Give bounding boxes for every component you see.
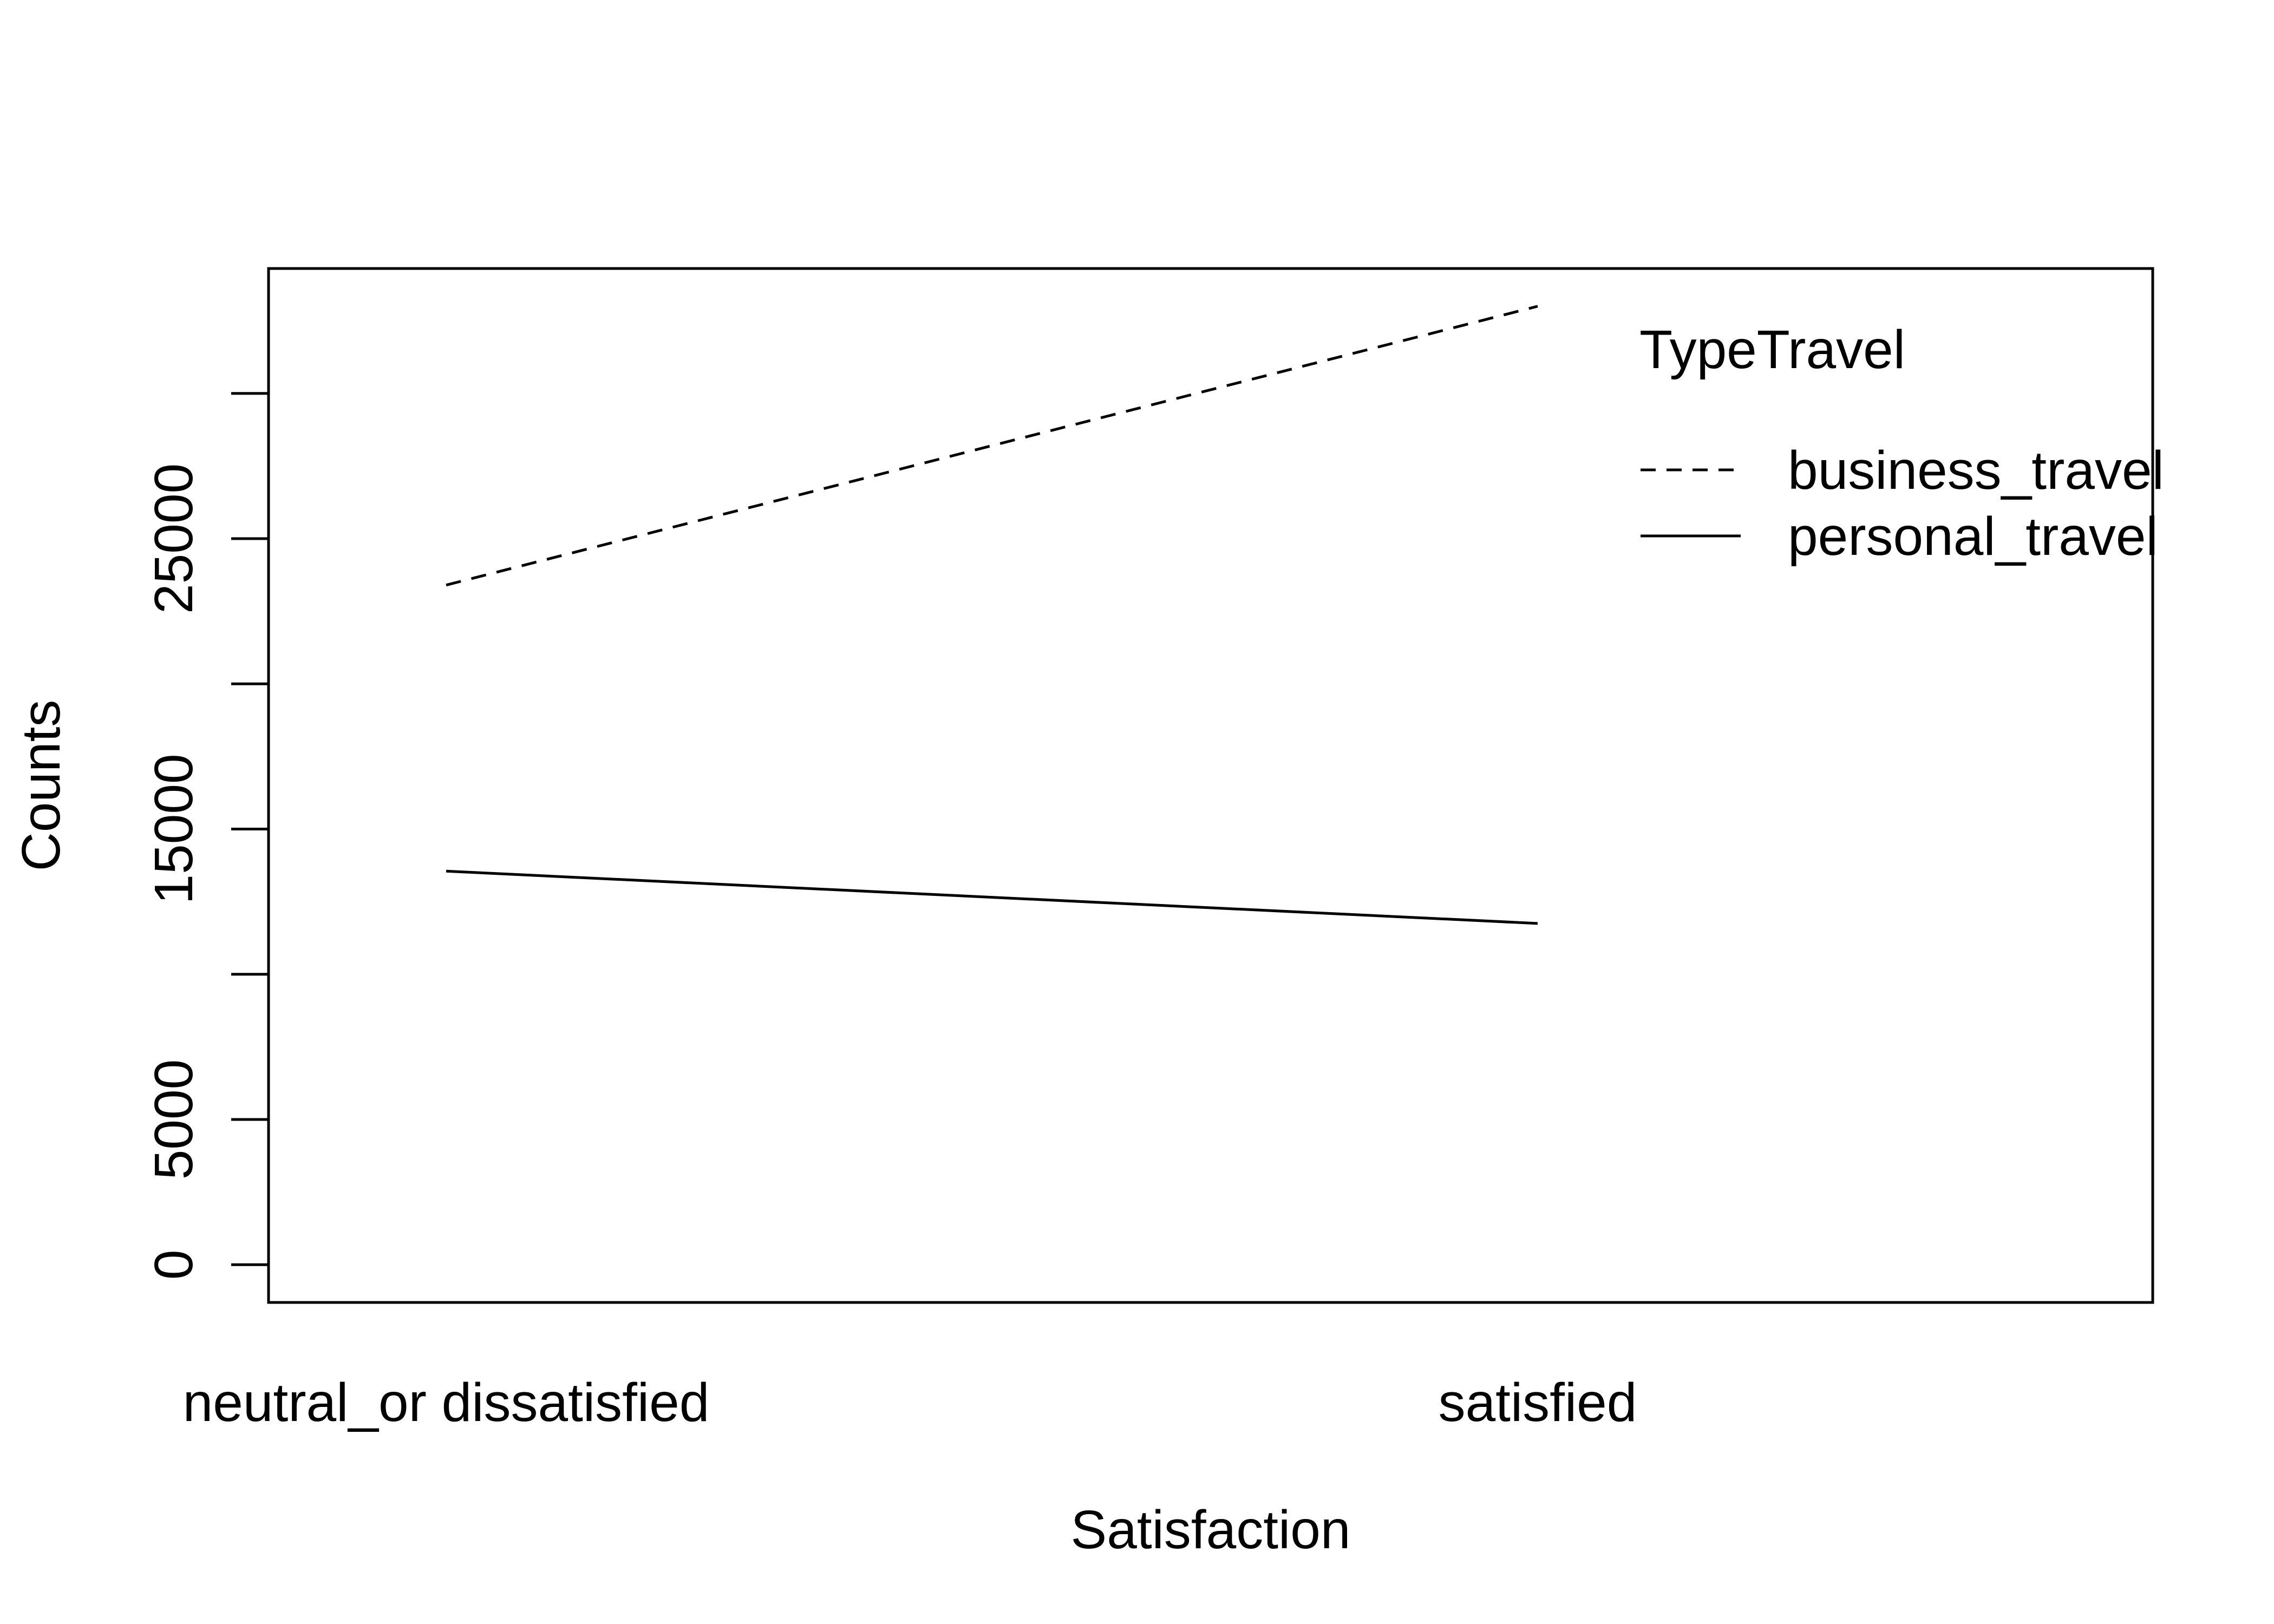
y-axis-label: Counts [11, 700, 71, 872]
y-tick-label: 5000 [143, 1059, 204, 1180]
series-layer [446, 305, 1538, 925]
legend-title: TypeTravel [1639, 319, 1905, 380]
legend-label: personal_travel [1788, 506, 2158, 567]
y-axis: 0 5000 15000 25000 [143, 392, 269, 1280]
x-axis: neutral_or dissatisfied satisfied [183, 1372, 1637, 1433]
legend-label: business_travel [1788, 440, 2164, 501]
x-axis-label: Satisfaction [1071, 1499, 1351, 1560]
y-tick-label: 0 [143, 1249, 204, 1280]
series-line-business-travel [446, 305, 1538, 587]
x-tick-label: neutral_or dissatisfied [183, 1372, 710, 1433]
y-tick-label: 15000 [143, 754, 204, 904]
y-tick-label: 25000 [143, 463, 204, 614]
x-tick-label: satisfied [1439, 1372, 1637, 1433]
series-line-personal-travel [446, 869, 1538, 925]
plot-frame [267, 267, 2154, 1304]
